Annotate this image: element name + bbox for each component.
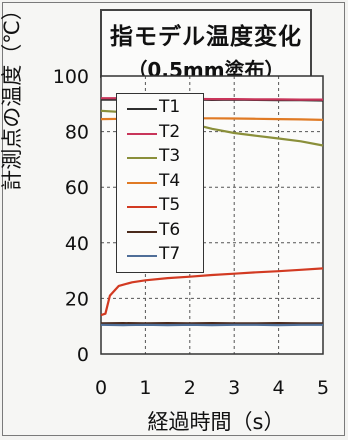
legend-item: T1	[125, 97, 205, 121]
chart-title: 指モデル温度変化	[110, 24, 302, 50]
legend-swatch	[127, 157, 157, 159]
legend-label: T5	[159, 195, 181, 215]
legend-label: T6	[159, 219, 181, 240]
legend-label: T4	[159, 170, 181, 191]
series-line-t5	[100, 267, 324, 317]
legend-swatch	[127, 255, 157, 257]
legend-label: T2	[159, 121, 181, 142]
legend-swatch	[127, 230, 157, 233]
y-tick-label: 0	[77, 344, 89, 366]
legend-item: T6	[125, 220, 205, 244]
y-tick-label: 100	[53, 66, 89, 88]
legend-label: T7	[159, 244, 181, 264]
legend-item: T7	[125, 244, 205, 268]
legend-item: T4	[125, 171, 205, 195]
x-tick-label: 0	[95, 377, 107, 399]
y-axis-label-wrap: 計測点の温度（℃）	[0, 0, 24, 200]
legend-item: T3	[125, 146, 205, 170]
legend-label: T1	[159, 97, 181, 117]
y-tick-label: 20	[65, 288, 89, 310]
y-tick-label: 40	[65, 233, 89, 255]
y-tick-label: 80	[65, 122, 89, 144]
x-tick-label: 4	[273, 377, 285, 399]
legend-label: T3	[159, 146, 181, 166]
legend-swatch	[127, 132, 157, 135]
legend-item: T5	[125, 195, 205, 219]
y-axis-label: 計測点の温度（℃）	[0, 0, 24, 191]
legend-swatch	[127, 206, 157, 208]
plot-border	[100, 75, 324, 355]
y-tick-label: 60	[65, 177, 89, 199]
x-tick-label: 3	[228, 377, 240, 399]
x-tick-label: 5	[317, 377, 329, 399]
x-axis-label: 経過時間（s）	[147, 410, 285, 434]
legend-swatch	[127, 181, 157, 184]
x-tick-label: 2	[184, 377, 196, 399]
legend-swatch	[127, 108, 157, 110]
x-tick-label: 1	[139, 377, 151, 399]
legend-item: T2	[125, 122, 205, 146]
legend: T1 T2 T3 T4 T5 T6 T7	[116, 93, 204, 273]
